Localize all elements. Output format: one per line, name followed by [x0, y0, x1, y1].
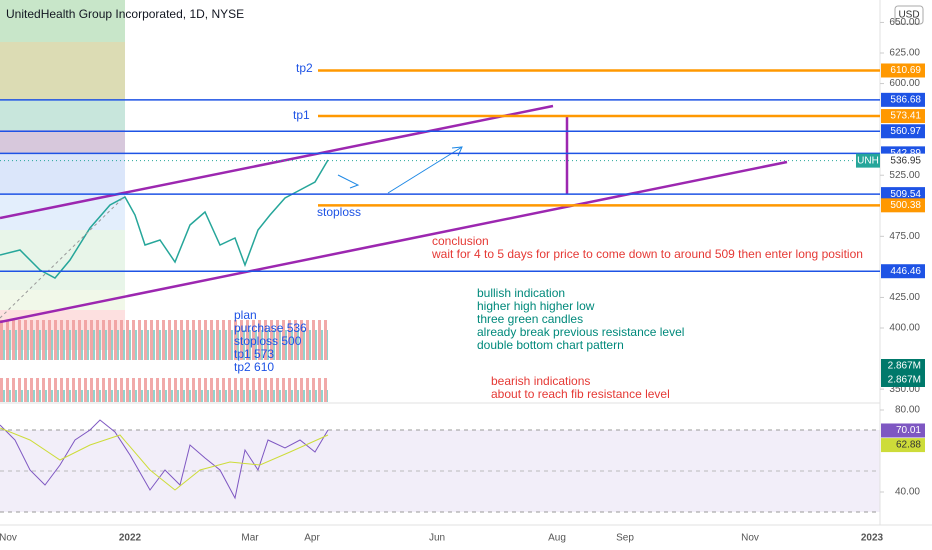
rsi-value-box	[881, 438, 925, 453]
x-label: Aug	[548, 533, 566, 544]
level-label-box	[881, 264, 925, 279]
volume-label-box	[881, 373, 925, 387]
price-tick-label: 350.00	[889, 384, 920, 395]
x-label: Sep	[616, 533, 634, 544]
bearish-text: bearish indications	[491, 374, 590, 388]
plan-text: plan	[234, 308, 257, 322]
volume-bars	[0, 320, 328, 402]
channel-lower	[0, 160, 788, 324]
price-tick-label: 625.00	[889, 48, 920, 59]
plan-text: tp2 610	[234, 360, 274, 374]
x-label: Nov	[741, 533, 759, 544]
fib-zones	[0, 0, 125, 350]
plan-text: purchase 536	[234, 321, 307, 335]
level-label: 446.46	[890, 266, 921, 277]
conclusion-text: wait for 4 to 5 days for price to come d…	[431, 247, 863, 261]
volume-label-box	[881, 359, 925, 373]
rsi-value-box	[881, 423, 925, 438]
level-label: 560.97	[890, 126, 921, 137]
plan-text: stoploss 500	[234, 334, 302, 348]
price-tick-label: 425.00	[889, 292, 920, 303]
volume-label: 2.867M	[888, 375, 921, 386]
level-label-box	[881, 63, 925, 78]
price-tick-label: 525.00	[889, 170, 920, 181]
level-label: 610.69	[890, 65, 921, 76]
rsi-tick-label: 80.00	[895, 405, 920, 416]
price-tick-label: 600.00	[889, 78, 920, 89]
x-label: Jun	[429, 533, 445, 544]
chart-title: UnitedHealth Group Incorporated, 1D, NYS…	[6, 7, 244, 21]
rsi-line	[0, 419, 329, 500]
level-label-box	[881, 187, 925, 202]
rsi-tick-label: 40.00	[895, 487, 920, 498]
bullish-text: double bottom chart pattern	[477, 338, 624, 352]
plan-text: tp1 573	[234, 347, 274, 361]
bullish-text: already break previous resistance level	[477, 325, 684, 339]
symbol: UNH	[857, 155, 879, 166]
level-label: 500.38	[890, 200, 921, 211]
bullish-text: bullish indication	[477, 286, 565, 300]
tp1-label: tp1	[293, 108, 310, 122]
price-tick-label: 650.00	[889, 17, 920, 28]
bullish-text: three green candles	[477, 312, 583, 326]
arrow-small	[337, 174, 360, 189]
x-label: 2022	[119, 533, 142, 544]
level-label: 573.41	[890, 111, 921, 122]
rsi-value-label: 62.88	[896, 440, 921, 451]
fib-diagonal	[0, 195, 126, 319]
currency-box[interactable]	[894, 5, 924, 25]
price-tick-label: 400.00	[889, 323, 920, 334]
level-label: 586.68	[890, 94, 921, 105]
symbol-box	[856, 153, 880, 168]
rsi-value-label: 70.01	[896, 425, 921, 436]
level-label-box	[881, 92, 925, 107]
x-label: Apr	[304, 533, 320, 544]
stoploss-label: stoploss	[317, 205, 361, 219]
currency: USD	[898, 10, 919, 21]
level-label-box	[881, 198, 925, 213]
x-label: Nov	[0, 533, 17, 544]
last-price-label: 536.95	[890, 155, 921, 166]
conclusion-text: conclusion	[432, 234, 489, 248]
level-label: 509.54	[890, 189, 921, 200]
x-label: 2023	[861, 533, 884, 544]
channel-upper	[0, 104, 554, 220]
last-price-box	[881, 153, 925, 168]
level-label: 542.89	[890, 148, 921, 159]
level-label-box	[881, 124, 925, 139]
rsi-ma	[0, 427, 329, 491]
volume-label: 2.867M	[888, 361, 921, 372]
bullish-text: higher high higher low	[477, 299, 595, 313]
bearish-text: about to reach fib resistance level	[491, 387, 670, 401]
price-action	[0, 159, 329, 279]
level-label-box	[881, 109, 925, 124]
x-label: Mar	[241, 533, 259, 544]
price-tick-label: 475.00	[889, 231, 920, 242]
arrow	[387, 146, 463, 194]
tp2-label: tp2	[296, 61, 313, 75]
